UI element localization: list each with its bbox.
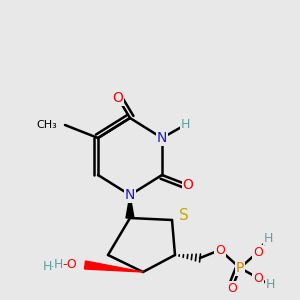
Text: H: H [265, 278, 275, 292]
Text: O: O [227, 281, 237, 295]
Text: H-O: H-O [43, 260, 67, 274]
Text: O: O [253, 245, 263, 259]
Text: CH₃: CH₃ [36, 120, 57, 130]
Polygon shape [126, 195, 134, 218]
Polygon shape [85, 261, 143, 272]
Text: N: N [157, 131, 167, 145]
Text: -O: -O [62, 259, 77, 272]
Text: N: N [125, 188, 135, 202]
Text: H: H [54, 259, 63, 272]
Text: O: O [183, 178, 194, 192]
Text: O: O [112, 91, 123, 105]
Text: H: H [263, 232, 273, 244]
Text: O: O [215, 244, 225, 256]
Text: S: S [179, 208, 189, 223]
Text: O: O [253, 272, 263, 284]
Text: P: P [236, 261, 244, 275]
Text: H: H [180, 118, 190, 131]
